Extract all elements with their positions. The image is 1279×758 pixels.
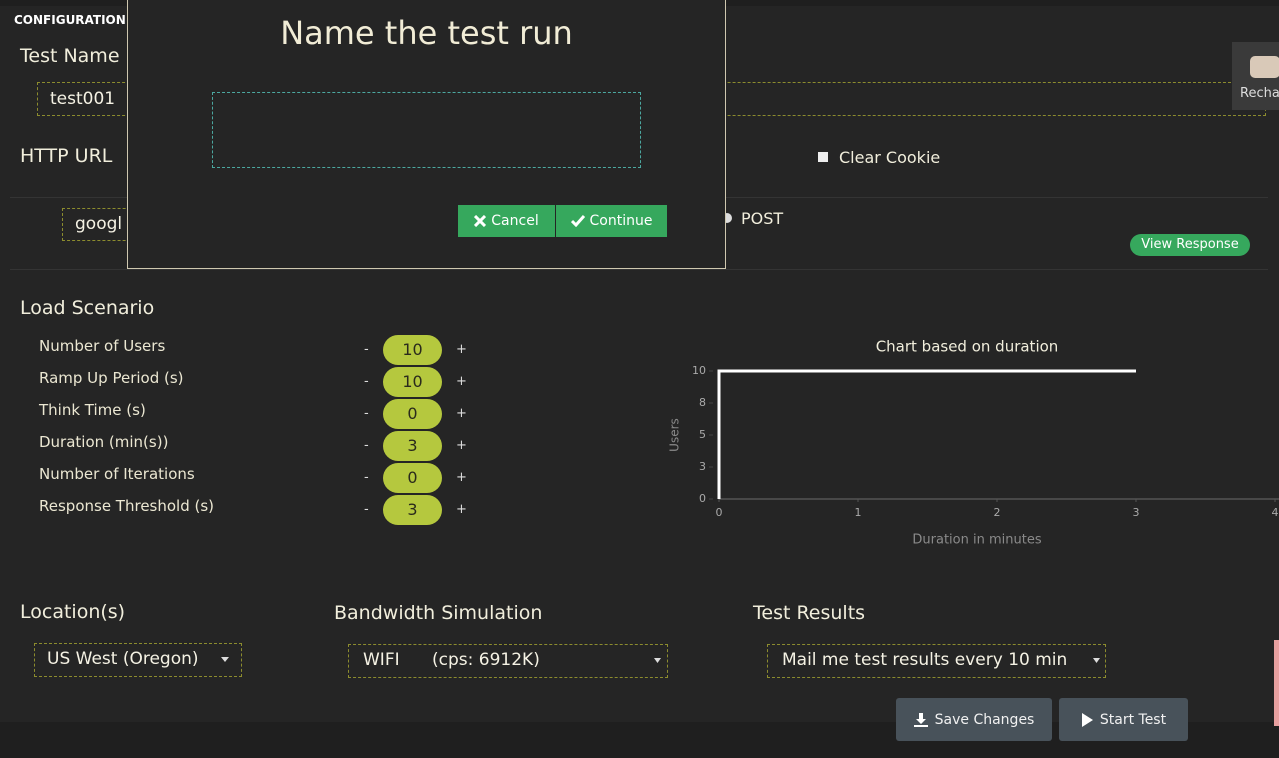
modal-title: Name the test run <box>280 14 573 52</box>
side-tab <box>1274 640 1279 726</box>
decrement-button[interactable]: - <box>364 406 369 421</box>
run-name-textarea[interactable] <box>212 92 641 168</box>
url-value: googl <box>75 214 123 234</box>
param-label: Number of Users <box>39 337 166 355</box>
modal-buttons: Cancel Continue <box>458 205 667 237</box>
continue-button[interactable]: Continue <box>556 205 667 237</box>
dropdown-caret <box>654 658 661 663</box>
test-results-select[interactable] <box>767 644 1106 678</box>
dropdown-caret <box>1093 658 1100 663</box>
location-value: US West (Oregon) <box>47 649 199 669</box>
location-title: Location(s) <box>20 601 126 623</box>
recharge-widget[interactable]: Recha <box>1232 42 1279 110</box>
test-name-value: test001 <box>50 89 116 109</box>
param-value: 10 <box>383 335 442 365</box>
test-results-title: Test Results <box>753 602 866 624</box>
increment-button[interactable]: + <box>456 470 467 485</box>
x-icon <box>474 215 487 227</box>
bandwidth-title: Bandwidth Simulation <box>334 602 543 624</box>
recharge-label: Recha <box>1240 86 1279 101</box>
clear-cookie-checkbox[interactable] <box>818 152 828 162</box>
header-title: CONFIGURATION S <box>14 13 139 27</box>
test-results-value: Mail me test results every 10 min <box>782 650 1068 670</box>
cancel-label: Cancel <box>491 213 539 229</box>
param-label: Number of Iterations <box>39 465 195 483</box>
increment-button[interactable]: + <box>456 374 467 389</box>
save-changes-button[interactable]: Save Changes <box>896 698 1052 741</box>
http-url-label: HTTP URL <box>20 145 113 167</box>
wallet-icon <box>1250 56 1279 78</box>
decrement-button[interactable]: - <box>364 342 369 357</box>
param-label: Duration (min(s)) <box>39 433 169 451</box>
start-test-label: Start Test <box>1099 711 1167 728</box>
bandwidth-select[interactable] <box>348 644 668 678</box>
increment-button[interactable]: + <box>456 406 467 421</box>
test-name-label: Test Name <box>20 45 120 67</box>
decrement-button[interactable]: - <box>364 470 369 485</box>
check-icon <box>570 215 585 227</box>
param-label: Ramp Up Period (s) <box>39 369 184 387</box>
load-scenario-title: Load Scenario <box>20 297 155 319</box>
dropdown-caret <box>221 657 229 662</box>
cancel-button[interactable]: Cancel <box>458 205 555 237</box>
start-test-button[interactable]: Start Test <box>1059 698 1188 741</box>
view-response-button[interactable]: View Response <box>1130 234 1250 256</box>
modal: Name the test run Cancel Continue <box>127 0 726 269</box>
increment-button[interactable]: + <box>456 438 467 453</box>
param-value: 0 <box>383 463 442 493</box>
post-radio[interactable] <box>722 213 732 223</box>
param-value: 0 <box>383 399 442 429</box>
play-icon <box>1081 712 1093 727</box>
increment-button[interactable]: + <box>456 342 467 357</box>
param-label: Think Time (s) <box>39 401 146 419</box>
post-label: POST <box>741 209 784 228</box>
separator <box>10 269 1268 270</box>
continue-label: Continue <box>589 213 653 229</box>
param-value: 3 <box>383 431 442 461</box>
increment-button[interactable]: + <box>456 502 467 517</box>
decrement-button[interactable]: - <box>364 438 369 453</box>
decrement-button[interactable]: - <box>364 374 369 389</box>
param-value: 3 <box>383 495 442 525</box>
save-changes-label: Save Changes <box>934 711 1035 728</box>
decrement-button[interactable]: - <box>364 502 369 517</box>
param-value: 10 <box>383 367 442 397</box>
clear-cookie-label: Clear Cookie <box>839 148 941 167</box>
param-label: Response Threshold (s) <box>39 497 215 515</box>
bandwidth-value: WIFI (cps: 6912K) <box>363 650 540 670</box>
location-select[interactable] <box>34 643 242 677</box>
download-icon <box>913 712 928 727</box>
